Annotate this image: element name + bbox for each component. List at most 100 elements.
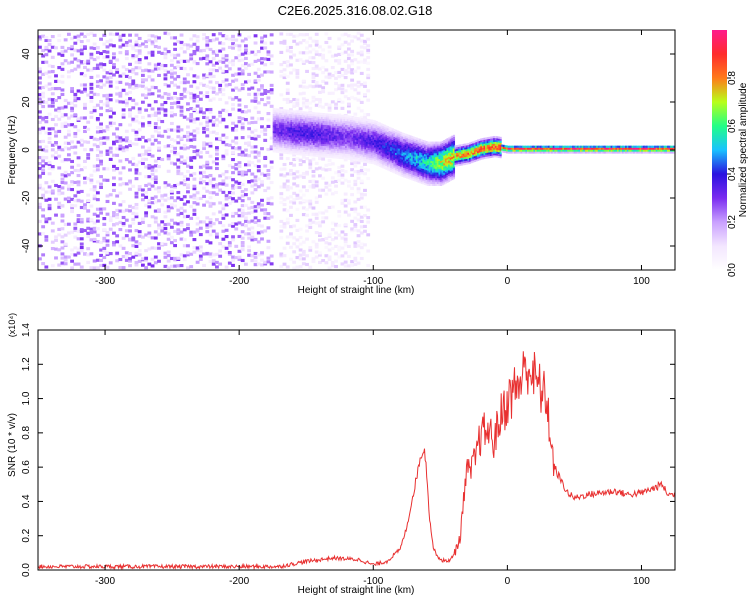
spectrogram-cell: [95, 266, 100, 270]
spectrogram-cell: [280, 116, 283, 119]
spectrogram-cell: [60, 53, 65, 57]
spectrogram-cell: [308, 56, 313, 60]
spectrogram-cell: [305, 262, 309, 267]
spectrogram-cell: [324, 155, 327, 158]
spectrogram-cell: [89, 110, 94, 114]
spectrogram-cell: [79, 205, 84, 210]
spectrogram-cell: [118, 171, 123, 175]
spectrogram-cell: [227, 60, 232, 64]
spectrogram-cell: [211, 191, 216, 195]
spectrogram-cell: [291, 117, 295, 121]
spectrogram-cell: [288, 152, 291, 155]
spectrogram-cell: [324, 118, 327, 122]
spectrogram-cell: [131, 106, 136, 110]
spectrogram-cell: [279, 32, 284, 36]
spectrogram-cell: [406, 166, 409, 170]
spectrogram-cell: [291, 139, 295, 142]
spectrogram-cell: [309, 131, 312, 134]
spectrogram-cell: [308, 101, 313, 105]
spectrogram-cell: [301, 175, 306, 179]
spectrogram-cell: [240, 58, 245, 62]
spectrogram-cell: [382, 139, 385, 142]
spectrogram-cell: [333, 121, 336, 124]
spectrogram-cell: [407, 167, 410, 170]
spectrogram-cell: [383, 143, 386, 147]
spectrogram-cell: [280, 132, 283, 135]
spectrogram-cell: [409, 171, 412, 174]
spectrogram-cell: [396, 168, 399, 171]
spectrogram-cell: [417, 176, 420, 179]
spectrogram-cell: [345, 117, 348, 120]
spectrogram-cell: [419, 173, 422, 176]
spectrogram-cell: [312, 154, 316, 157]
spectrogram-cell: [356, 155, 359, 158]
spectrogram-cell: [406, 138, 409, 141]
spectrogram-cell: [309, 123, 312, 126]
spectrogram-cell: [332, 131, 335, 134]
spectrogram-cell: [169, 161, 174, 165]
spectrogram-cell: [291, 150, 295, 153]
spectrogram-cell: [364, 143, 367, 146]
spectrogram-cell: [428, 172, 431, 175]
spectrogram-cell: [234, 72, 239, 76]
spectrogram-cell: [340, 100, 345, 104]
spectrogram-cell: [234, 38, 239, 42]
spectrogram-cell: [250, 219, 255, 223]
spectrogram-cell: [346, 47, 351, 51]
spectrogram-cell: [295, 124, 298, 127]
spectrogram-cell: [406, 136, 409, 139]
spectrogram-cell: [266, 212, 271, 216]
spectrogram-cell: [348, 134, 351, 137]
spectrogram-cell: [231, 121, 235, 125]
spectrogram-cell: [308, 132, 311, 136]
spectrogram-cell: [137, 160, 142, 164]
spectrogram-cell: [70, 197, 75, 201]
spectrogram-cell: [70, 37, 75, 41]
spectrogram-cell: [353, 145, 356, 148]
spectrogram-cell: [260, 46, 264, 50]
spectrogram-cell: [340, 128, 343, 131]
spectrogram-cell: [105, 71, 110, 75]
spectrogram-cell: [128, 90, 132, 94]
spectrogram-cell: [311, 72, 316, 76]
spectrogram-cell: [354, 145, 357, 148]
spectrogram-cell: [176, 231, 181, 235]
spectrogram-cell: [41, 104, 46, 109]
spectrogram-cell: [415, 170, 419, 173]
spectrogram-cell: [147, 114, 152, 118]
spectrogram-cell: [231, 165, 235, 169]
spectrogram-cell: [208, 39, 213, 43]
spectrogram-cell: [176, 40, 181, 44]
spectrogram-cell: [211, 130, 216, 134]
spectrogram-cell: [189, 156, 194, 160]
spectrogram-cell: [308, 138, 311, 141]
spectrogram-cell: [425, 173, 428, 176]
spectrogram-cell: [314, 184, 319, 188]
spectrogram-cell: [227, 223, 232, 227]
spectrogram-cell: [205, 54, 210, 58]
spectrogram-cell: [427, 155, 430, 158]
spectrogram-cell: [272, 134, 275, 138]
spectrogram-cell: [314, 52, 319, 56]
spectrogram-cell: [367, 157, 370, 160]
spectrogram-cell: [295, 72, 300, 76]
spectrogram-cell: [401, 145, 404, 149]
spectrogram-cell: [279, 254, 284, 258]
spectrogram-cell: [353, 58, 358, 62]
spectrogram-cell: [337, 143, 340, 146]
spectrogram-cell: [427, 178, 430, 181]
spectrogram-cell: [47, 97, 52, 101]
spectrogram-cell: [105, 93, 110, 97]
spectrogram-cell: [291, 127, 295, 130]
spectrogram-cell: [112, 65, 116, 70]
spectrogram-cell: [354, 153, 357, 156]
spectrogram-cell: [295, 193, 300, 197]
spectrogram-cell: [289, 232, 293, 236]
spectrogram-cell: [396, 132, 399, 135]
spectrogram-cell: [89, 178, 94, 182]
spectrogram-cell: [337, 52, 342, 57]
spectrogram-cell: [231, 263, 235, 267]
spectrogram-cell: [327, 117, 330, 120]
spectrogram-cell: [163, 242, 168, 246]
spectrogram-cell: [189, 233, 194, 237]
